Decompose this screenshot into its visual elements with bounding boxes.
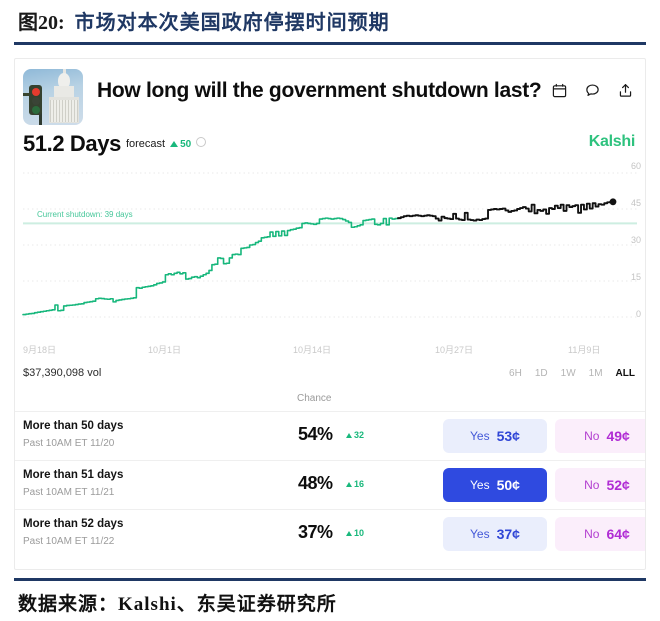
no-button[interactable]: No 64¢ xyxy=(555,517,645,551)
share-icon[interactable] xyxy=(618,83,633,98)
market-chance: 48% xyxy=(298,473,333,493)
forecast-delta: 50 xyxy=(170,139,191,150)
forecast-row: 51.2 Days forecast 50 Kalshi xyxy=(15,129,645,163)
market-question-title: How long will the government shutdown la… xyxy=(97,79,542,102)
xtick-3: 10月27日 xyxy=(435,345,474,355)
no-price: 49¢ xyxy=(606,428,630,444)
ytick-0: 0 xyxy=(635,309,641,319)
yes-button[interactable]: Yes 53¢ xyxy=(443,419,547,453)
yes-label: Yes xyxy=(470,478,490,492)
market-subtitle: Past 10AM ET 11/22 xyxy=(23,536,115,547)
yes-label: Yes xyxy=(470,429,490,443)
market-name: More than 51 days xyxy=(23,469,124,481)
market-subtitle: Past 10AM ET 11/20 xyxy=(23,438,115,449)
forecast-label: forecast xyxy=(125,138,166,150)
market-name: More than 50 days xyxy=(23,420,124,432)
no-price: 52¢ xyxy=(606,477,630,493)
triangle-up-icon xyxy=(346,481,352,487)
chance-column-header: Chance xyxy=(15,389,645,411)
divider-top xyxy=(14,42,646,45)
market-delta: 32 xyxy=(346,430,364,440)
ytick-15: 15 xyxy=(630,272,641,282)
xtick-1: 10月1日 xyxy=(148,345,182,355)
no-button[interactable]: No 49¢ xyxy=(555,419,645,453)
range-1w[interactable]: 1W xyxy=(560,368,576,379)
forecast-value: 51.2 Days xyxy=(23,131,121,156)
no-label: No xyxy=(584,478,600,492)
xtick-0: 9月18日 xyxy=(23,345,57,355)
volume-text: $37,390,098 vol xyxy=(23,367,102,379)
yes-price: 37¢ xyxy=(496,526,520,542)
yes-button[interactable]: Yes 50¢ xyxy=(443,468,547,502)
no-label: No xyxy=(584,429,600,443)
yes-label: Yes xyxy=(470,527,490,541)
report-title: 图20: 市场对本次美国政府停摆时间预期 xyxy=(18,6,390,35)
triangle-up-icon xyxy=(170,141,179,147)
no-label: No xyxy=(584,527,600,541)
triangle-up-icon xyxy=(346,530,352,536)
kalshi-logo: Kalshi xyxy=(588,133,636,150)
market-subtitle: Past 10AM ET 11/21 xyxy=(23,487,115,498)
range-selector: 6H 1D 1W 1M ALL xyxy=(509,368,635,379)
range-6h[interactable]: 6H xyxy=(509,368,522,379)
chart-canvas xyxy=(22,172,637,318)
chance-label: Chance xyxy=(297,393,332,404)
triangle-up-icon xyxy=(346,432,352,438)
market-chance: 54% xyxy=(298,424,333,444)
table-row[interactable]: More than 52 days Past 10AM ET 11/22 37%… xyxy=(15,509,645,558)
capitol-thumbnail xyxy=(23,69,83,125)
kalshi-market-card: How long will the government shutdown la… xyxy=(14,58,646,570)
ytick-30: 30 xyxy=(630,235,641,245)
divider-bottom xyxy=(14,578,646,581)
range-1d[interactable]: 1D xyxy=(534,368,548,379)
range-all[interactable]: ALL xyxy=(615,368,635,379)
figure-label: 图20: xyxy=(18,12,65,34)
figure-title: 市场对本次美国政府停摆时间预期 xyxy=(74,12,390,34)
market-delta: 16 xyxy=(346,479,364,489)
market-delta: 10 xyxy=(346,528,364,538)
forecast-chart[interactable]: 60 45 30 15 0 Current shutdown: 39 days xyxy=(15,161,645,343)
xtick-4: 11月9日 xyxy=(568,345,601,355)
range-1m[interactable]: 1M xyxy=(588,368,603,379)
xtick-2: 10月14日 xyxy=(293,345,332,355)
market-chance: 37% xyxy=(298,522,333,542)
no-price: 64¢ xyxy=(606,526,630,542)
current-shutdown-annotation: Current shutdown: 39 days xyxy=(37,210,133,219)
chart-x-axis: 9月18日 10月1日 10月14日 10月27日 11月9日 xyxy=(15,343,645,363)
yes-button[interactable]: Yes 37¢ xyxy=(443,517,547,551)
card-header-actions xyxy=(552,83,633,98)
volume-range-row: $37,390,098 vol 6H 1D 1W 1M ALL xyxy=(15,363,645,389)
no-button[interactable]: No 52¢ xyxy=(555,468,645,502)
yes-price: 53¢ xyxy=(496,428,520,444)
forecast-delta-value: 50 xyxy=(180,138,192,150)
market-name: More than 52 days xyxy=(23,518,124,530)
comment-icon[interactable] xyxy=(585,83,600,98)
source-note: 数据来源：Kalshi、东吴证券研究所 xyxy=(18,594,337,615)
table-row[interactable]: More than 51 days Past 10AM ET 11/21 48%… xyxy=(15,460,645,509)
ytick-45: 45 xyxy=(630,198,641,208)
ytick-60: 60 xyxy=(630,161,641,171)
yes-price: 50¢ xyxy=(496,477,520,493)
market-delta-value: 10 xyxy=(354,528,365,538)
market-delta-value: 32 xyxy=(354,430,365,440)
info-icon[interactable] xyxy=(196,137,207,147)
market-delta-value: 16 xyxy=(354,479,365,489)
calendar-icon[interactable] xyxy=(552,83,567,98)
card-header: How long will the government shutdown la… xyxy=(15,59,645,129)
table-row[interactable]: More than 50 days Past 10AM ET 11/20 54%… xyxy=(15,411,645,460)
